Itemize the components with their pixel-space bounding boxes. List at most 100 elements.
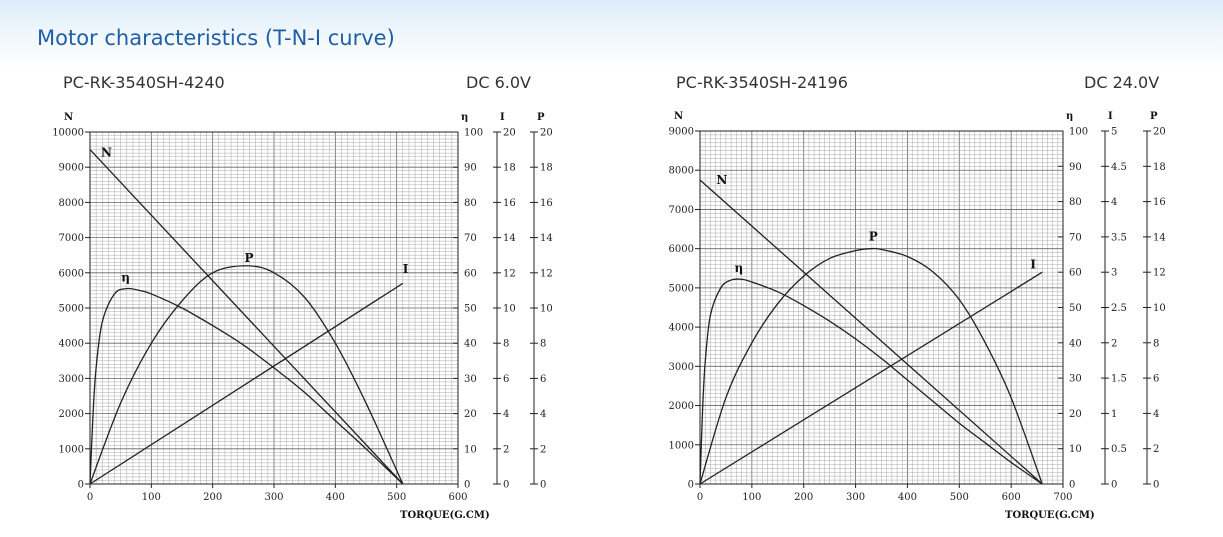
y-tick-label: 2000 bbox=[669, 401, 694, 412]
right-axis-label: I bbox=[1108, 111, 1113, 122]
y-tick-label: 1000 bbox=[669, 440, 694, 451]
x-axis-label: TORQUE(G.CM) bbox=[1005, 510, 1095, 521]
page-title: Motor characteristics (T-N-I curve) bbox=[37, 26, 395, 50]
right-tick-label: 60 bbox=[1069, 268, 1082, 279]
y-tick-label: 6000 bbox=[669, 244, 694, 255]
right-tick-label: 30 bbox=[1069, 374, 1082, 385]
right-tick-label: 70 bbox=[1069, 232, 1082, 243]
right-tick-label: 4 bbox=[540, 409, 546, 420]
grid bbox=[89, 131, 459, 485]
series-curve-N bbox=[699, 179, 1043, 485]
y-tick-label: 4000 bbox=[669, 323, 694, 334]
right-tick-label: 6 bbox=[540, 374, 546, 385]
right-tick-label: 20 bbox=[464, 409, 477, 420]
right-tick-label: 18 bbox=[1153, 162, 1166, 173]
y-tick-label: 9000 bbox=[59, 163, 84, 174]
right-tick-label: 20 bbox=[540, 128, 553, 139]
x-tick-label: 200 bbox=[203, 492, 222, 503]
right-tick-label: 10 bbox=[1153, 303, 1166, 314]
right-axis-label: I bbox=[500, 112, 505, 123]
right-tick-label: 20 bbox=[503, 128, 516, 139]
x-tick-label: 200 bbox=[794, 492, 813, 503]
right-tick-label: 2 bbox=[1153, 444, 1159, 455]
series-curve-P bbox=[699, 247, 1043, 485]
right-tick-label: 14 bbox=[540, 233, 553, 244]
right-tick-label: 3 bbox=[1111, 268, 1117, 279]
right-tick-label: 0 bbox=[503, 480, 509, 491]
right-tick-label: 8 bbox=[540, 339, 546, 350]
series-label-I: I bbox=[403, 262, 409, 276]
x-tick-label: 600 bbox=[1002, 492, 1021, 503]
right-tick-label: 0 bbox=[1111, 480, 1117, 491]
series-label-N: N bbox=[101, 146, 112, 160]
right-tick-label: 40 bbox=[464, 339, 477, 350]
right-tick-label: 2 bbox=[1111, 338, 1117, 349]
x-tick-label: 500 bbox=[387, 492, 406, 503]
model-name: PC-RK-3540SH-24196 bbox=[676, 73, 848, 92]
x-tick-label: 100 bbox=[142, 492, 161, 503]
right-tick-label: 10 bbox=[1069, 444, 1082, 455]
series-curve-η bbox=[699, 278, 1043, 485]
y-tick-label: 9000 bbox=[669, 127, 694, 138]
right-tick-label: 16 bbox=[540, 198, 553, 209]
right-axis-label: η bbox=[1066, 111, 1073, 122]
right-tick-label: 6 bbox=[503, 374, 509, 385]
right-tick-label: 8 bbox=[503, 339, 509, 350]
y-tick-label: 8000 bbox=[59, 198, 84, 209]
right-tick-label: 14 bbox=[1153, 232, 1166, 243]
y-tick-label: 10000 bbox=[52, 128, 84, 139]
right-tick-label: 12 bbox=[1153, 268, 1166, 279]
series-curve-I bbox=[699, 271, 1043, 485]
x-tick-label: 500 bbox=[950, 492, 969, 503]
y-tick-label: 2000 bbox=[59, 409, 84, 420]
x-tick-label: 0 bbox=[697, 492, 703, 503]
right-tick-label: 6 bbox=[1153, 374, 1159, 385]
x-tick-label: 0 bbox=[87, 492, 93, 503]
right-tick-label: 2 bbox=[503, 444, 509, 455]
series-label-P: P bbox=[869, 229, 878, 243]
x-tick-label: 300 bbox=[264, 492, 283, 503]
y-tick-label: 8000 bbox=[669, 166, 694, 177]
right-tick-label: 4.5 bbox=[1111, 162, 1127, 173]
right-tick-label: 1 bbox=[1111, 409, 1117, 420]
right-axis-label: P bbox=[1150, 111, 1158, 122]
y-tick-label: 4000 bbox=[59, 339, 84, 350]
right-axis-label: η bbox=[461, 112, 468, 123]
right-tick-label: 20 bbox=[1069, 409, 1082, 420]
right-tick-label: 90 bbox=[464, 163, 477, 174]
model-voltage: DC 24.0V bbox=[1084, 73, 1160, 92]
series-label-I: I bbox=[1030, 258, 1036, 272]
y-axis-label: N bbox=[64, 112, 73, 123]
x-tick-label: 400 bbox=[326, 492, 345, 503]
y-tick-label: 7000 bbox=[669, 205, 694, 216]
x-tick-label: 300 bbox=[846, 492, 865, 503]
right-tick-label: 8 bbox=[1153, 338, 1159, 349]
grid bbox=[699, 130, 1064, 485]
series-label-N: N bbox=[716, 173, 727, 187]
right-tick-label: 60 bbox=[464, 268, 477, 279]
right-tick-label: 2.5 bbox=[1111, 303, 1127, 314]
right-tick-label: 12 bbox=[503, 268, 516, 279]
right-tick-label: 16 bbox=[1153, 197, 1166, 208]
y-tick-label: 7000 bbox=[59, 233, 84, 244]
y-tick-label: 3000 bbox=[669, 362, 694, 373]
chart-panel-2: PC-RK-3540SH-24196 DC 24.0V 0 1000 2000 300… bbox=[612, 70, 1172, 537]
series-curve-η bbox=[89, 287, 404, 485]
right-tick-label: 10 bbox=[464, 444, 477, 455]
model-voltage: DC 6.0V bbox=[466, 73, 531, 92]
y-tick-label: 0 bbox=[688, 480, 694, 491]
y-tick-label: 3000 bbox=[59, 374, 84, 385]
right-tick-label: 100 bbox=[464, 128, 483, 139]
y-tick-label: 1000 bbox=[59, 444, 84, 455]
right-tick-label: 10 bbox=[540, 304, 553, 315]
right-tick-label: 4 bbox=[1111, 197, 1117, 208]
y-tick-label: 5000 bbox=[669, 283, 694, 294]
right-tick-label: 16 bbox=[503, 198, 516, 209]
chart-panel-1: PC-RK-3540SH-4240 DC 6.0V 0 1000 2000 3000 4… bbox=[0, 70, 560, 537]
right-tick-label: 18 bbox=[503, 163, 516, 174]
series-label-η: η bbox=[121, 271, 130, 285]
right-tick-label: 12 bbox=[540, 268, 553, 279]
right-tick-label: 50 bbox=[1069, 303, 1082, 314]
series-label-η: η bbox=[734, 261, 743, 275]
